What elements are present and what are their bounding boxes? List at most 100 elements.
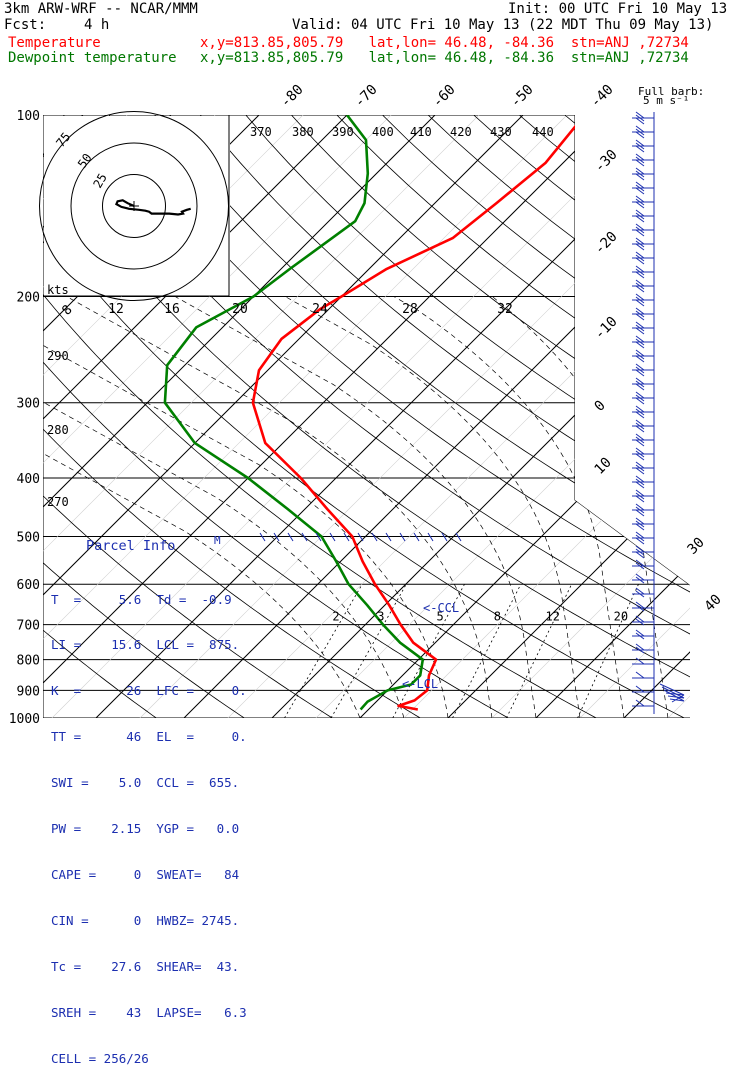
dry-adiabat (474, 115, 740, 718)
temp-tick--10: -10 (592, 314, 621, 343)
pressure-tick-600: 600 (17, 578, 40, 593)
pressure-tick-500: 500 (17, 530, 40, 545)
wind-barb (636, 238, 644, 244)
parcel-row: LI = 15.6 LCL = 875. (51, 637, 247, 652)
mixing-ratio-label-2: 2 (332, 610, 339, 624)
pressure-tick-100: 100 (17, 109, 40, 124)
parcel-row: CAPE = 0 SWEAT= 84 (51, 867, 247, 882)
wind-barb-tick (288, 533, 293, 541)
wind-barb (636, 244, 644, 250)
isotherm-minor (580, 115, 740, 718)
dry-adiabat (656, 115, 740, 718)
wind-barb (636, 370, 644, 376)
wind-barb (636, 328, 644, 334)
wind-barb (636, 342, 644, 348)
dewpoint-location: x,y=813.85,805.79 lat,lon= 46.48, -84.36… (200, 51, 689, 66)
wind-barb (636, 216, 644, 222)
wind-barb (636, 140, 644, 146)
dry-adiabat (200, 115, 740, 718)
wind-barb-tick (302, 533, 307, 541)
isentrope-label-410: 410 (410, 125, 432, 139)
parcel-info-title: Parcel Info (86, 539, 175, 554)
wind-barb (636, 448, 644, 454)
wind-barb (636, 546, 644, 552)
parcel-row: T = 5.6 Td = -0.9 (51, 592, 247, 607)
isentrope-label-280: 280 (47, 423, 69, 437)
wind-barb (636, 322, 644, 328)
wind-barb (636, 490, 644, 496)
temp-tick--80: -80 (278, 82, 307, 111)
fcst-label: Fcst: (4, 18, 46, 33)
wind-barb-tick (428, 533, 433, 541)
pressure-tick-1000: 1000 (9, 712, 40, 727)
wind-barb (636, 266, 644, 272)
wind-barb (636, 308, 644, 314)
wind-barb-tick (260, 533, 265, 541)
temp-tick--70: -70 (352, 82, 381, 111)
wind-barb (636, 196, 644, 202)
wind-barb (636, 224, 644, 230)
wind-barb (636, 538, 644, 544)
isotherm (360, 115, 740, 718)
wind-barb (636, 230, 644, 236)
wind-barb (636, 286, 644, 292)
mixing-ratio-label-3: 3 (377, 610, 384, 624)
temp-tick-0: 0 (592, 398, 609, 415)
wind-barbs (260, 112, 684, 714)
wind-barb (636, 314, 644, 320)
wind-barb (636, 532, 644, 538)
wind-barb-tick (330, 533, 335, 541)
moist-adiabat (285, 297, 580, 719)
wind-barb (636, 210, 644, 216)
wind-barb (636, 378, 644, 384)
speed-tick-28: 28 (402, 302, 418, 317)
speed-tick-24: 24 (312, 302, 328, 317)
isentrope-label-420: 420 (450, 125, 472, 139)
pressure-tick-800: 800 (17, 654, 40, 669)
wind-barb (636, 462, 644, 468)
wind-barb (636, 672, 644, 678)
isentrope-label-380: 380 (292, 125, 314, 139)
wind-barb (636, 524, 644, 530)
parcel-row: CIN = 0 HWBZ= 2745. (51, 913, 247, 928)
wind-barb-tick (400, 533, 405, 541)
valid-time: Valid: 04 UTC Fri 10 May 13 (22 MDT Thu … (292, 18, 713, 33)
temp-tick--60: -60 (430, 82, 459, 111)
isotherm (272, 115, 740, 718)
speed-tick-8: 8 (59, 302, 75, 318)
wind-barb (636, 440, 644, 446)
wind-barb-tick (386, 533, 391, 541)
speed-tick-12: 12 (108, 302, 124, 317)
isotherm-minor (316, 115, 740, 718)
wind-barb (636, 132, 644, 138)
ccl-annotation: <-CCL (423, 601, 459, 615)
temp-tick--40: -40 (588, 82, 617, 111)
wind-barb (636, 356, 644, 362)
wind-barb (636, 154, 644, 160)
wind-barb (636, 454, 644, 460)
parcel-row: PW = 2.15 YGP = 0.0 (51, 821, 247, 836)
wind-barb (636, 504, 644, 510)
pressure-tick-400: 400 (17, 472, 40, 487)
wind-barb (636, 426, 644, 432)
wind-barb (636, 412, 644, 418)
dry-adiabat (565, 115, 740, 718)
wind-barb (636, 616, 644, 622)
wind-barb-tick (344, 533, 349, 541)
init-time: Init: 00 UTC Fri 10 May 13 (508, 2, 727, 17)
speed-tick-16: 16 (164, 302, 180, 317)
wind-barb (636, 574, 644, 580)
wind-barb (636, 384, 644, 390)
wind-barb (636, 398, 644, 404)
lcl-annotation: <-LCL (402, 677, 438, 691)
mixing-ratio-line (453, 584, 521, 718)
pressure-tick-300: 300 (17, 397, 40, 412)
temp-tick--50: -50 (508, 82, 537, 111)
isentrope-label-400: 400 (372, 125, 394, 139)
temperature-location: x,y=813.85,805.79 lat,lon= 46.48, -84.36… (200, 36, 689, 51)
barb-legend-value: 5 m s⁻¹ (643, 94, 689, 107)
hodograph-units: kts (47, 283, 69, 297)
wind-barb (636, 420, 644, 426)
wind-barb (636, 300, 644, 306)
wind-barb (636, 496, 644, 502)
